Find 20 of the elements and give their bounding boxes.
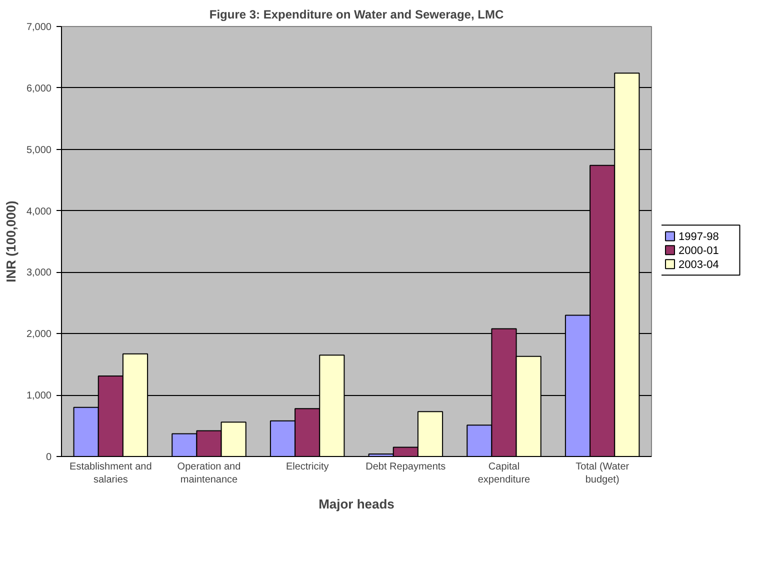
legend-label: 2000-01 (678, 245, 719, 258)
x-tick-label: Electricity (286, 462, 329, 472)
x-tick-label: Establishment and salaries (70, 462, 152, 486)
y-tick-label: 2,000 (26, 329, 52, 340)
x-tick-label: Debt Repayments (366, 462, 446, 472)
y-tick-label: 3,000 (26, 268, 52, 279)
legend-label: 1997-98 (678, 231, 719, 244)
x-tick-label: Total (Water budget) (576, 462, 630, 486)
chart-title: Figure 3: Expenditure on Water and Sewerage, LMC (209, 8, 504, 22)
y-tick-label: 1,000 (26, 390, 52, 402)
x-tick-label: Capital expenditure (478, 462, 531, 486)
y-axis-title: INR (100,000) (3, 200, 18, 282)
y-tick-label: 5,000 (26, 144, 52, 156)
legend-label: 2003-04 (678, 259, 719, 272)
y-tick-label: 4,000 (26, 206, 52, 218)
y-tick-label: 6,000 (26, 83, 52, 94)
x-tick-label: Operation and maintenance (177, 462, 241, 486)
y-tick-label: 7,000 (26, 22, 52, 33)
y-tick-label: 0 (46, 452, 52, 463)
x-axis-title: Major heads (318, 496, 394, 512)
